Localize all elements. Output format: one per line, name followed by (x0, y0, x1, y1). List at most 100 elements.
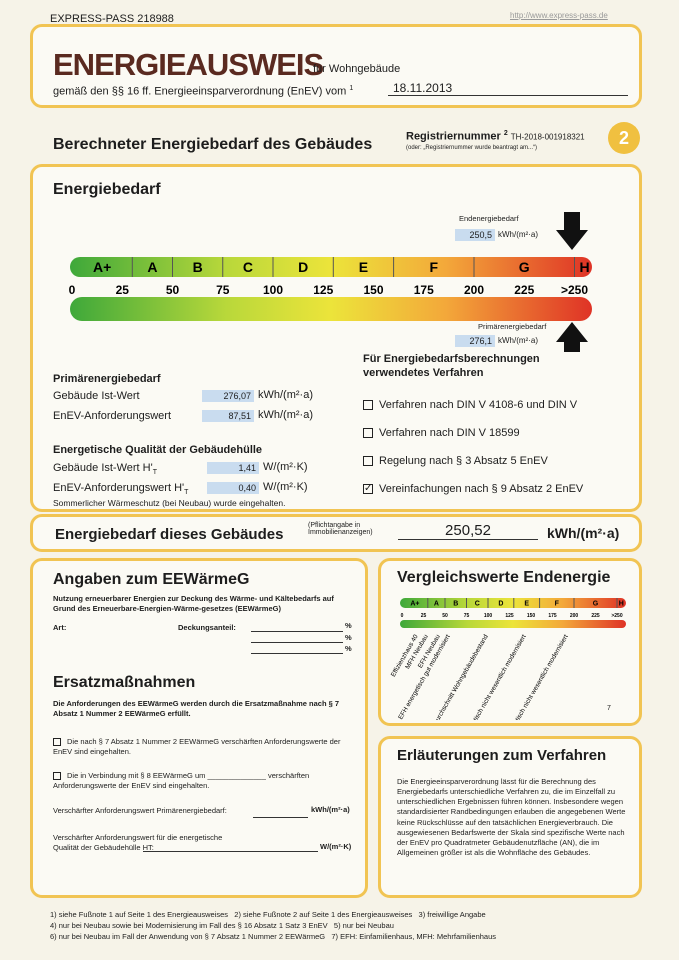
total-box: Energiebedarf dieses Gebäudes (Pflichtan… (30, 514, 642, 552)
row-value: 1,41 (207, 462, 259, 474)
primary-heading: Primärenergiebedarf (53, 373, 161, 385)
mini-gradient-bar (400, 620, 626, 628)
scale-label: 200 (570, 613, 579, 619)
class-label: B (193, 259, 203, 275)
class-label: C (475, 601, 480, 608)
scale-label: 225 (591, 613, 600, 619)
comparison-heading: Vergleichswerte Endenergie (397, 569, 611, 586)
page-number: 2 (608, 122, 640, 154)
scale-label: >250 (611, 613, 622, 619)
section-heading: Berechneter Energiebedarf des Gebäudes (53, 136, 373, 153)
envelope-note: Sommerlicher Wärmeschutz (bei Neubau) wu… (53, 498, 286, 508)
row-unit: W/(m²·K) (263, 481, 308, 493)
scale-label: 125 (505, 613, 514, 619)
class-label: F (430, 259, 439, 275)
class-label: E (359, 259, 368, 275)
energy-box: Energiebedarf (30, 164, 642, 512)
scale-label: 25 (116, 283, 130, 297)
scale-label: 0 (69, 283, 76, 297)
scale-label: 25 (421, 613, 427, 619)
coverage-label: Deckungsanteil: (178, 623, 236, 632)
total-unit: kWh/(m²·a) (547, 525, 620, 541)
footnote-ref: 2 (503, 130, 508, 137)
mini-class-bar (400, 598, 626, 608)
explanation-text: Die Energieeinsparverordnung lässt für d… (397, 777, 626, 857)
class-label: H (579, 259, 589, 275)
row-label-text: EnEV-Anforderungswert (53, 410, 172, 422)
replacement-option: Die in Verbindung mit § 8 EEWärmeG um __… (53, 771, 353, 791)
end-unit: kWh/(m²·a) (498, 230, 538, 239)
primary-unit: kWh/(m²·a) (498, 336, 538, 345)
class-label: A (434, 601, 439, 608)
art-label: Art: (53, 623, 67, 632)
method-text: Regelung nach § 3 Absatz 5 EnEV (379, 455, 548, 467)
methods-heading: Für Energiebedarfsberechnungen verwendet… (363, 353, 540, 380)
row-value: 276,07 (202, 390, 254, 402)
scale-label: 175 (548, 613, 557, 619)
scale-label: 100 (484, 613, 493, 619)
total-label: Energiebedarf dieses Gebäudes (55, 526, 284, 543)
class-label: A+ (410, 601, 419, 608)
explanation-box: Erläuterungen zum Verfahren Die Energiee… (378, 736, 642, 898)
replacement-intro: Die Anforderungen des EEWärmeG werden du… (53, 699, 340, 719)
subtitle-text: gemäß den §§ 16 ff. Energieeinsparverord… (53, 85, 347, 98)
class-label: D (498, 601, 503, 608)
row-label-sub: T (184, 489, 189, 497)
checkbox (53, 772, 61, 781)
arrow-down (556, 212, 588, 250)
title-suffix: für Wohngebäude (313, 63, 401, 75)
scale-label: 50 (166, 283, 180, 297)
method-text: Verfahren nach DIN V 18599 (379, 427, 520, 439)
scale-label: >250 (561, 283, 588, 297)
eewaerme-heading: Angaben zum EEWärmeG (53, 571, 250, 588)
comparison-footnote: 7 (607, 705, 611, 712)
primary-value: 276,1 (455, 335, 495, 347)
row-unit: kWh/(m²·a) (258, 409, 313, 421)
row-label-text: EnEV-Anforderungswert H' (53, 482, 185, 494)
row-unit: kWh/(m²·a) (258, 389, 313, 401)
comparison-scale: A+ A B C D E F G H 0 25 50 75 100 125 150 175 200 225 >250 E… (390, 598, 626, 720)
checkbox (363, 400, 373, 411)
primary-label: Primärenergiebedarf (478, 322, 547, 331)
scale-label: 150 (363, 283, 383, 297)
row-label-sub: T (152, 469, 157, 477)
method-text: Vereinfachungen nach § 9 Absatz 2 EnEV (379, 483, 584, 495)
reg-hint: (oder: „Registriernummer wurde beantragt… (406, 145, 538, 151)
total-value: 250,52 (398, 522, 538, 540)
method-item: Regelung nach § 3 Absatz 5 EnEV (363, 455, 548, 467)
eewaerme-intro: Nutzung erneuerbarer Energien zur Deckun… (53, 594, 334, 614)
footnote: 1) siehe Fußnote 1 auf Seite 1 des Energ… (50, 910, 486, 919)
arrow-up (556, 322, 588, 352)
class-label: G (593, 601, 599, 608)
reg-label: Registriernummer 2 TH-2018-001918321 (406, 130, 585, 143)
checkbox: ✓ (363, 483, 373, 495)
url: http://www.express-pass.de (510, 11, 608, 20)
method-item: Verfahren nach DIN V 4108-6 und DIN V (363, 399, 577, 411)
row-label-text: Gebäude Ist-Wert (53, 390, 140, 402)
row-label-text: Gebäude Ist-Wert H' (53, 462, 153, 474)
envelope-heading: Energetische Qualität der Gebäudehülle (53, 444, 263, 456)
subtitle: gemäß den §§ 16 ff. Energieeinsparverord… (53, 85, 353, 98)
eewaerme-box: Angaben zum EEWärmeG Nutzung erneuerbare… (30, 558, 368, 898)
row-label: EnEV-Anforderungswert (53, 410, 171, 422)
percent: % (345, 621, 352, 630)
header-box: ENERGIEAUSWEIS für Wohngebäude gemäß den… (30, 24, 642, 108)
footnote: 4) nur bei Neubau sowie bei Modernisieru… (50, 921, 394, 930)
row-value: 0,40 (207, 482, 259, 494)
scale-label: 75 (464, 613, 470, 619)
row-label: Gebäude Ist-Wert (53, 390, 140, 402)
class-label: H (619, 601, 624, 608)
class-bar (70, 257, 592, 277)
reg-label-text: Registriernummer (406, 130, 501, 143)
replacement-heading: Ersatzmaßnahmen (53, 674, 196, 691)
scale-label: 0 (401, 613, 404, 619)
scale-label: 100 (263, 283, 283, 297)
total-note: (Pflichtangabe in Immobilienanzeigen) (308, 522, 373, 536)
pass-id: EXPRESS-PASS 218988 (50, 13, 174, 25)
title: ENERGIEAUSWEIS (53, 47, 324, 82)
option-text: Die in Verbindung mit § 8 EEWärmeG um __… (53, 771, 310, 791)
req-envelope-unit: W/(m²·K) (320, 842, 352, 851)
scale-label: 225 (514, 283, 534, 297)
scale-label: 200 (464, 283, 484, 297)
req-primary-label: Verschärfter Anforderungswert Primärener… (53, 806, 227, 815)
